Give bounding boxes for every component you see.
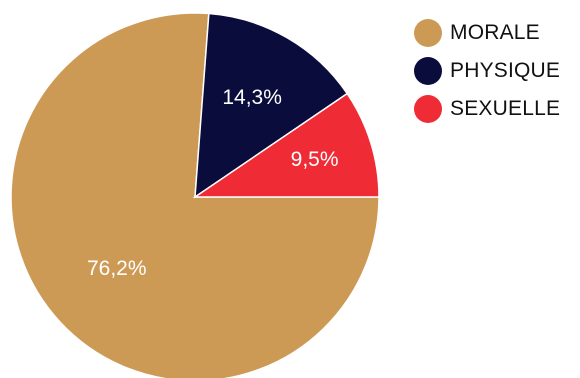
legend-swatch-sexuelle	[414, 94, 442, 123]
legend-label-sexuelle: SEXUELLE	[450, 96, 561, 120]
legend-swatch-physique	[414, 56, 442, 85]
pie-slice-sexuelle	[192, 92, 380, 198]
legend-swatch-morale	[414, 18, 442, 47]
pie-label-morale: 76,2%	[87, 257, 147, 280]
pie-slices	[10, 12, 380, 378]
legend: MORALE PHYSIQUE SEXUELLE	[414, 18, 560, 132]
pie-slice-physique	[194, 12, 349, 199]
legend-label-morale: MORALE	[450, 20, 540, 44]
pie-label-sexuelle: 9,5%	[291, 148, 339, 171]
legend-item-morale: MORALE	[414, 18, 560, 47]
pie-label-physique: 14,3%	[222, 86, 282, 109]
legend-label-physique: PHYSIQUE	[450, 58, 561, 82]
pie-slice-labels: 76,2% 14,3% 9,5%	[87, 86, 339, 280]
legend-item-physique: PHYSIQUE	[414, 56, 560, 85]
legend-item-sexuelle: SEXUELLE	[414, 94, 560, 123]
